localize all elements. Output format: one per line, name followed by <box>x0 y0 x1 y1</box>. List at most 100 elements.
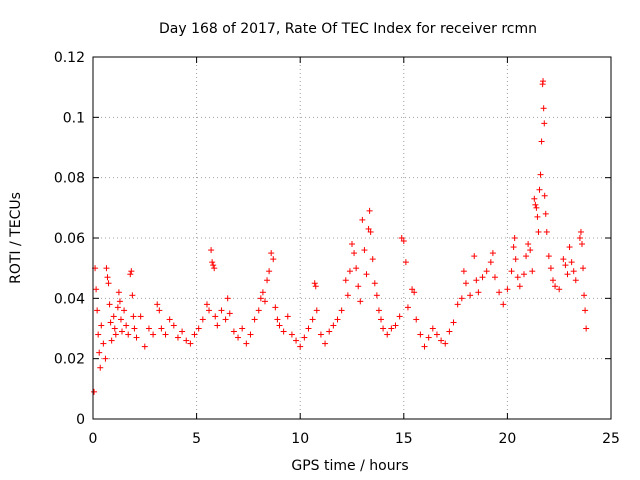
x-axis-label: GPS time / hours <box>291 458 408 474</box>
data-point <box>105 280 112 287</box>
data-point <box>130 313 137 320</box>
data-point <box>170 322 177 329</box>
data-point <box>235 334 242 341</box>
data-point <box>107 319 114 326</box>
data-point <box>578 241 585 248</box>
grid-lines <box>93 57 611 419</box>
data-point <box>162 331 169 338</box>
data-point <box>433 331 440 338</box>
data-point <box>541 192 548 199</box>
data-point <box>576 235 583 241</box>
data-point <box>417 331 424 338</box>
data-point <box>326 328 333 335</box>
axis-ticks <box>92 56 612 420</box>
x-tick-label: 25 <box>602 431 620 447</box>
data-point <box>309 316 316 323</box>
data-point <box>293 337 300 344</box>
data-point <box>91 388 98 395</box>
data-point <box>322 340 329 347</box>
data-point <box>442 340 449 347</box>
y-tick-labels: 0 0.02 0.04 0.06 0.08 0.1 0.12 <box>54 50 85 428</box>
data-point <box>117 316 124 323</box>
data-point <box>438 337 445 344</box>
data-point <box>489 250 496 257</box>
data-point <box>301 334 308 341</box>
data-point <box>94 307 101 314</box>
data-point <box>400 238 407 245</box>
data-point <box>129 292 136 299</box>
data-point <box>366 207 373 214</box>
data-point <box>365 225 372 232</box>
data-point <box>133 334 140 341</box>
data-point <box>305 325 312 332</box>
data-point <box>96 349 103 356</box>
data-point <box>284 313 291 320</box>
data-point <box>100 340 107 347</box>
data-point <box>195 325 202 332</box>
data-point <box>218 307 225 314</box>
data-point <box>357 298 364 305</box>
data-point <box>491 274 498 281</box>
y-tick-label: 0.1 <box>63 110 85 126</box>
data-point <box>222 316 229 323</box>
data-point <box>361 247 368 254</box>
data-point <box>209 259 216 266</box>
data-point <box>199 316 206 323</box>
data-point <box>268 250 275 257</box>
data-point <box>562 262 569 269</box>
data-point <box>342 277 349 284</box>
data-point <box>421 343 428 350</box>
x-tick-label: 20 <box>498 431 516 447</box>
data-point <box>261 298 268 305</box>
data-point <box>380 325 387 332</box>
x-tick-labels: 0 5 10 15 20 25 <box>89 431 620 447</box>
data-point <box>537 171 544 178</box>
data-point <box>103 265 110 272</box>
data-point <box>121 307 128 314</box>
data-points <box>91 78 590 395</box>
data-point <box>97 364 104 371</box>
data-point <box>446 328 453 335</box>
data-point <box>473 277 480 284</box>
data-point <box>257 295 264 302</box>
data-point <box>330 322 337 329</box>
data-point <box>95 331 102 338</box>
data-point <box>98 322 105 329</box>
data-point <box>183 337 190 344</box>
data-point <box>166 316 173 323</box>
data-point <box>297 343 304 350</box>
data-point <box>582 307 589 314</box>
data-point <box>369 256 376 263</box>
data-point <box>210 262 217 269</box>
data-point <box>508 268 515 275</box>
data-point <box>483 268 490 275</box>
data-point <box>458 295 465 302</box>
y-tick-label: 0.06 <box>54 231 85 247</box>
data-point <box>251 316 258 323</box>
data-point <box>535 228 542 235</box>
data-point <box>388 325 395 332</box>
data-point <box>549 277 556 284</box>
data-point <box>568 259 575 266</box>
data-point <box>259 289 266 296</box>
data-point <box>580 265 587 272</box>
data-point <box>471 253 478 260</box>
data-point <box>398 235 405 241</box>
data-point <box>313 307 320 314</box>
data-point <box>572 277 579 284</box>
data-point <box>581 292 588 299</box>
data-point <box>125 331 132 338</box>
data-point <box>239 325 246 332</box>
data-point <box>514 274 521 281</box>
data-point <box>108 337 115 344</box>
data-point <box>545 253 552 260</box>
data-point <box>479 274 486 281</box>
data-point <box>560 256 567 263</box>
data-point <box>529 268 536 275</box>
data-point <box>274 316 281 323</box>
data-point <box>351 250 358 257</box>
data-point <box>454 301 461 308</box>
data-point <box>564 271 571 278</box>
data-point <box>206 307 213 314</box>
data-point <box>543 228 550 235</box>
